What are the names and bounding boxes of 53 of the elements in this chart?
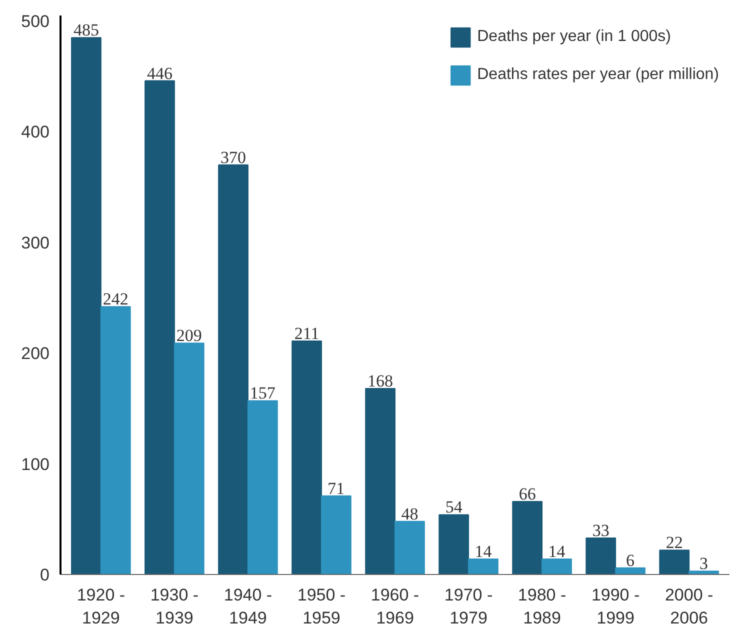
x-tick-label: 1970 - 1979 xyxy=(444,586,493,628)
data-label: 3 xyxy=(700,554,708,574)
x-tick-label: 2000 - 2006 xyxy=(664,586,714,628)
data-label: 14 xyxy=(474,542,492,562)
x-tick-label: 1960 - 1969 xyxy=(370,586,420,628)
bar xyxy=(586,537,616,574)
bar xyxy=(468,558,498,574)
data-label: 370 xyxy=(220,148,246,167)
bar xyxy=(659,550,690,574)
bar xyxy=(542,558,572,574)
y-tick-label: 0 xyxy=(40,566,50,584)
bar xyxy=(320,495,352,574)
y-tick-label: 500 xyxy=(21,12,50,32)
data-label: 211 xyxy=(294,324,320,343)
data-label: 22 xyxy=(666,533,683,552)
x-tick-label: 1990 - 1999 xyxy=(591,586,640,628)
data-label: 242 xyxy=(102,290,128,309)
x-tick-label: 1930 - 1939 xyxy=(150,586,199,628)
x-tick-label: 1940 - 1949 xyxy=(224,586,272,628)
data-label: 209 xyxy=(176,326,202,346)
bar xyxy=(247,400,278,574)
data-label: 54 xyxy=(445,498,463,517)
y-tick-label: 100 xyxy=(21,454,50,474)
data-label: 66 xyxy=(518,484,536,504)
data-label: 157 xyxy=(250,384,276,403)
bar xyxy=(365,388,396,574)
y-tick-label: 200 xyxy=(21,344,50,364)
bar xyxy=(71,37,102,574)
bar xyxy=(512,500,543,574)
x-tick-label: 1920 - 1929 xyxy=(76,586,126,628)
data-label: 168 xyxy=(368,372,394,391)
data-label: 14 xyxy=(548,542,566,562)
data-label: 33 xyxy=(592,520,610,540)
data-label: 71 xyxy=(328,478,345,498)
bar xyxy=(144,80,175,574)
data-label: 48 xyxy=(401,504,418,524)
x-tick-label: 1950 - 1959 xyxy=(297,586,346,628)
bar xyxy=(438,514,470,574)
bar xyxy=(292,340,322,574)
bar xyxy=(688,570,719,574)
data-label: 446 xyxy=(146,64,172,83)
bar xyxy=(615,567,646,574)
bar xyxy=(100,306,131,574)
legend-label: Deaths per year (in 1 000s) xyxy=(477,28,671,46)
data-label: 485 xyxy=(73,20,99,40)
y-tick-label: 300 xyxy=(21,233,50,252)
legend-label: Deaths rates per year (per million) xyxy=(477,66,719,84)
y-tick-label: 400 xyxy=(21,122,50,142)
bar xyxy=(394,520,425,574)
x-tick-label: 1980 - 1989 xyxy=(518,586,566,628)
bar xyxy=(218,164,248,574)
bar xyxy=(174,342,204,574)
data-label: 6 xyxy=(626,550,635,570)
